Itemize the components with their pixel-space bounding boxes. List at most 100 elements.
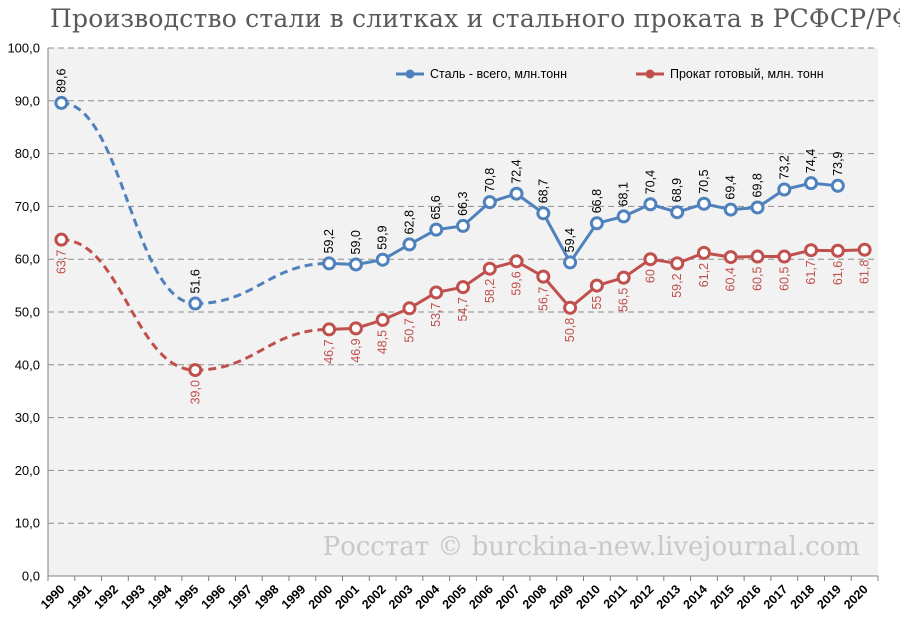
data-label-rolled: 48,5 [376,330,390,354]
series-0-point [536,206,551,221]
series-0-point [509,186,524,201]
series-1-point [750,249,765,264]
series-0-segment [542,212,572,264]
x-tick-label: 2005 [440,582,470,612]
series-0-point [456,218,470,233]
series-1-point [670,256,685,271]
series-0-gap-curve [61,101,196,306]
x-tick-label: 2018 [788,582,818,612]
data-label-steel: 89,6 [54,69,68,93]
x-tick-label: 2017 [761,582,791,612]
legend-steel-marker [405,69,415,79]
series-1-gap-curve [195,327,330,372]
data-labels: 89,6 51,6 59,2 59,0 59,9 62,8 65,6 66,3 70,8 72,4… [54,69,871,405]
x-tick-label: 2000 [306,582,336,612]
data-label-steel: 73,9 [831,151,845,175]
y-tick-label: 70,0 [15,199,40,214]
data-label-steel: 65,6 [429,195,443,219]
x-tick-label: 2003 [386,582,416,612]
x-tick-label: 2004 [413,582,443,612]
data-label-rolled: 61,6 [831,261,845,285]
x-tick-label: 1998 [252,582,282,612]
series-0-point [348,257,363,272]
legend-rolled-marker [645,69,655,79]
series-0-point [804,176,819,191]
series-0-point [322,256,337,271]
x-tick-label: 2015 [707,582,737,612]
series-1-point [777,249,792,264]
series-0-point [750,200,765,215]
series-1-point [536,269,551,284]
x-tick-label: 1996 [199,582,229,612]
x-tick-label: 2007 [493,582,523,612]
series-0-point [188,296,203,311]
x-tick-label: 1994 [145,582,175,612]
x-tick-label: 1999 [279,582,309,612]
data-label-rolled: 63,7 [54,250,68,274]
data-label-steel: 62,8 [402,210,416,234]
data-label-steel: 70,4 [643,170,657,194]
series-0-point [670,205,685,220]
data-label-rolled: 46,7 [322,339,336,363]
series-1-point [402,301,417,316]
x-tick-label: 1990 [38,582,68,612]
series-0-point [589,216,604,231]
series-0-point [696,196,711,211]
series-0-point [482,195,497,210]
data-label-steel: 59,4 [563,228,577,252]
data-label-steel: 69,4 [724,175,738,199]
series-1-point [643,252,658,267]
x-tick-label: 1992 [91,582,121,612]
data-label-rolled: 50,8 [563,318,577,342]
data-label-steel: 59,0 [349,230,363,254]
data-label-rolled: 55 [590,296,604,310]
series-1-point [456,280,470,295]
y-tick-label: 20,0 [15,463,40,478]
series-1-point [322,322,337,337]
data-label-rolled: 61,8 [858,260,872,284]
data-label-rolled: 54,7 [456,297,470,321]
x-tick-label: 2013 [654,582,684,612]
x-tick-label: 2006 [466,582,496,612]
y-tick-label: 80,0 [15,146,40,161]
series-1-point [589,278,604,293]
series-1-point [616,270,631,285]
series-1-point [509,254,524,269]
data-label-steel: 69,8 [751,173,765,197]
data-label-rolled: 58,2 [483,279,497,303]
series-1-point [563,300,578,315]
legend-steel-label: Сталь - всего, млн.тонн [430,67,567,81]
data-label-rolled: 59,2 [670,273,684,297]
y-tick-label: 10,0 [15,516,40,531]
data-label-steel: 68,7 [536,179,550,203]
data-label-steel: 73,2 [777,155,791,179]
data-label-steel: 72,4 [510,159,524,183]
data-label-rolled: 46,9 [349,338,363,362]
x-tick-label: 2012 [627,582,657,612]
x-tick-label: 2010 [573,582,603,612]
legend-rolled-label: Прокат готовый, млн. тонн [670,67,824,81]
data-label-steel: 51,6 [188,269,202,293]
data-label-rolled: 61,2 [697,263,711,287]
data-label-steel: 74,4 [804,149,818,173]
series-1-point [375,312,390,327]
data-label-rolled: 60,5 [751,267,765,291]
x-tick-label: 1995 [172,582,202,612]
series-1-point [723,250,738,265]
x-tick-label: 1991 [65,582,95,612]
data-label-steel: 59,2 [322,229,336,253]
gridlines [48,47,878,524]
x-tick-label: 2001 [332,582,362,612]
x-tick-label: 2008 [520,582,550,612]
data-label-steel: 68,1 [617,182,631,206]
series-0-point [375,252,390,267]
series-1-gap-curve [61,238,196,372]
x-tick-label: 2014 [681,582,711,612]
x-tick-label: 2002 [359,582,389,612]
data-label-steel: 70,5 [697,169,711,193]
y-axis-ticks: 0,0 10,0 20,0 30,0 40,0 50,0 60,0 70,0 80,0 90,0 1… [7,41,40,584]
data-label-steel: 68,9 [670,178,684,202]
data-label-rolled: 60,5 [777,267,791,291]
series-0-point [777,182,792,197]
data-label-rolled: 39,0 [188,380,202,404]
